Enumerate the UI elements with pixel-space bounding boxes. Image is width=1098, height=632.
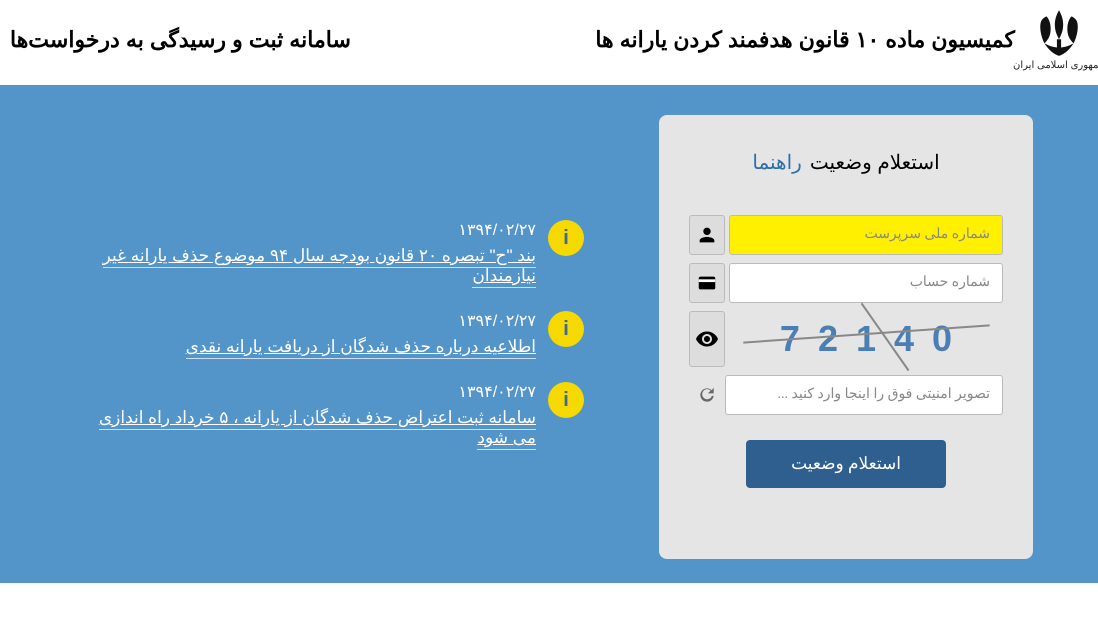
national-id-row: [689, 215, 1003, 255]
captcha-image: 0 4 1 2 7: [729, 311, 1003, 367]
info-icon: i: [548, 220, 584, 256]
info-icon: i: [548, 382, 584, 418]
account-input[interactable]: [729, 263, 1003, 303]
captcha-digit: 2: [818, 318, 838, 360]
header-title-right: کمیسیون ماده ۱۰ قانون هدفمند کردن یارانه…: [595, 27, 1015, 53]
emblem-icon: [1038, 8, 1080, 58]
captcha-row: 0 4 1 2 7: [689, 311, 1003, 367]
news-item: i ۱۳۹۴/۰۲/۲۷ اطلاعیه درباره حذف شدگان از…: [80, 311, 584, 357]
captcha-input-row: [689, 375, 1003, 415]
news-content: ۱۳۹۴/۰۲/۲۷ بند "ح" تبصره ۲۰ قانون بودجه …: [80, 220, 536, 286]
person-icon: [689, 215, 725, 255]
news-section: i ۱۳۹۴/۰۲/۲۷ بند "ح" تبصره ۲۰ قانون بودج…: [0, 115, 584, 583]
captcha-digit: 0: [932, 318, 952, 360]
tab-guide[interactable]: راهنما: [752, 150, 801, 175]
main-section: استعلام وضعیت راهنما 0 4 1 2 7: [0, 85, 1098, 583]
header-title-left: سامانه ثبت و رسیدگی به درخواست‌ها: [10, 27, 351, 53]
account-row: [689, 263, 1003, 303]
info-icon: i: [548, 311, 584, 347]
header-right-group: جمهوری اسلامی ایران کمیسیون ماده ۱۰ قانو…: [595, 2, 1088, 77]
emblem-caption: جمهوری اسلامی ایران: [1013, 60, 1098, 71]
national-emblem: جمهوری اسلامی ایران: [1030, 2, 1088, 77]
captcha-digit: 1: [856, 318, 876, 360]
news-date: ۱۳۹۴/۰۲/۲۷: [80, 382, 536, 402]
news-link[interactable]: سامانه ثبت اعتراض حذف شدگان از یارانه ، …: [99, 408, 536, 450]
news-date: ۱۳۹۴/۰۲/۲۷: [186, 311, 536, 331]
news-content: ۱۳۹۴/۰۲/۲۷ اطلاعیه درباره حذف شدگان از د…: [186, 311, 536, 357]
tab-status[interactable]: استعلام وضعیت: [810, 150, 940, 175]
news-item: i ۱۳۹۴/۰۲/۲۷ بند "ح" تبصره ۲۰ قانون بودج…: [80, 220, 584, 286]
refresh-icon[interactable]: [689, 385, 725, 405]
news-link[interactable]: اطلاعیه درباره حذف شدگان از دریافت یاران…: [186, 337, 536, 359]
captcha-input[interactable]: [725, 375, 1003, 415]
national-id-input[interactable]: [729, 215, 1003, 255]
card-icon: [689, 263, 725, 303]
news-item: i ۱۳۹۴/۰۲/۲۷ سامانه ثبت اعتراض حذف شدگان…: [80, 382, 584, 448]
news-date: ۱۳۹۴/۰۲/۲۷: [80, 220, 536, 240]
news-content: ۱۳۹۴/۰۲/۲۷ سامانه ثبت اعتراض حذف شدگان ا…: [80, 382, 536, 448]
submit-button[interactable]: استعلام وضعیت: [746, 440, 946, 488]
header: جمهوری اسلامی ایران کمیسیون ماده ۱۰ قانو…: [0, 0, 1098, 85]
tabs: استعلام وضعیت راهنما: [689, 150, 1003, 175]
news-link[interactable]: بند "ح" تبصره ۲۰ قانون بودجه سال ۹۴ موضو…: [103, 246, 536, 288]
eye-icon[interactable]: [689, 311, 725, 367]
login-card: استعلام وضعیت راهنما 0 4 1 2 7: [659, 115, 1033, 559]
